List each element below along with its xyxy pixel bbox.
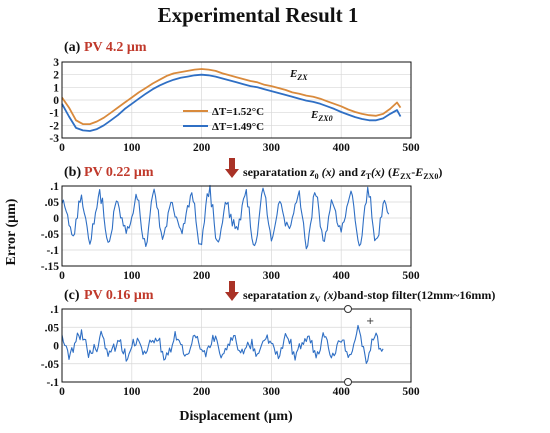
panel-c-ytick: -.05	[41, 359, 59, 371]
legend-entry-orange: ΔT=1.52°C	[212, 106, 264, 118]
panel-c-xtick: 100	[123, 386, 141, 398]
panel-b-arrow	[225, 158, 239, 178]
panel-c-ticks: 0 100 200 300 400 500 .1 .05 0 -.05 -.1	[41, 304, 420, 398]
panel-b-annotation: separatation z0 (x) and zT(x) (EZX-EZX0)	[243, 165, 442, 181]
panel-a-series-1	[61, 73, 402, 132]
x-axis-label: Displacement (μm)	[179, 409, 293, 424]
marker-circle-bottom	[344, 378, 352, 386]
panel-b-xtick: 300	[263, 270, 281, 282]
panel-c-ytick: -.1	[47, 377, 60, 389]
panel-b-xtick: 100	[123, 270, 141, 282]
panel-b-ytick: -.1	[47, 245, 60, 257]
panel-c-plot	[61, 324, 384, 364]
panel-b-label: (b)	[64, 165, 81, 180]
y-axis-label: Error (μm)	[4, 198, 19, 265]
panel-b-series-0	[61, 184, 390, 250]
curve-label-ezx0: EZX0	[310, 109, 333, 123]
curve-label-ezx: EZX	[289, 68, 308, 82]
panel-a-ytick: -2	[49, 120, 59, 132]
panel-c-xtick: 400	[333, 386, 351, 398]
panel-a-ytick: 2	[53, 70, 59, 82]
panel-a-frame	[61, 61, 412, 139]
panel-b-ytick: -.05	[41, 229, 59, 241]
panel-c-ytick: .05	[45, 322, 60, 334]
panel-b-ytick: .05	[45, 197, 60, 209]
panel-a-xtick: 400	[333, 142, 351, 154]
panel-a-ytick: -1	[49, 108, 59, 120]
panel-b: (b) PV 0.22 μm separatation z0 (x) and z…	[41, 158, 442, 282]
panel-a-plot	[61, 68, 402, 132]
panel-b-plot	[61, 184, 390, 250]
panel-a-xtick: 0	[59, 142, 65, 154]
panel-a: (a) PV 4.2 μm 0 100 200 300 400 5003210-1-2-3…	[49, 40, 419, 154]
panel-a-xtick: 300	[263, 142, 281, 154]
panel-a-pv: PV 4.2 μm	[84, 40, 147, 55]
panel-b-pv: PV 0.22 μm	[84, 165, 154, 180]
panel-c: (c) PV 0.16 μm separatation zV (x)band-s…	[41, 281, 495, 398]
panel-c-arrow	[225, 281, 239, 301]
panel-c-frame	[61, 308, 412, 383]
panel-b-ticks: 0 100 200 300 400 500 .1 .05 0 -.05 -.1 -.15	[41, 181, 420, 282]
panel-c-xtick: 300	[263, 386, 281, 398]
panel-a-xtick: 100	[123, 142, 141, 154]
panel-b-ytick: .1	[50, 181, 59, 193]
panel-c-series-0	[61, 324, 384, 364]
panel-a-series-0	[61, 68, 402, 125]
marker-circle-top	[344, 305, 352, 313]
panel-b-frame	[61, 185, 412, 267]
panel-c-xtick: 500	[402, 386, 420, 398]
panel-c-xtick: 200	[193, 386, 211, 398]
panel-c-ytick: .1	[50, 304, 59, 316]
panel-b-ytick: -.15	[41, 261, 59, 273]
legend-entry-blue: ΔT=1.49°C	[212, 121, 264, 133]
panel-a-ytick: -3	[49, 133, 59, 145]
marker-plus: +	[366, 316, 374, 327]
panel-b-xtick: 400	[333, 270, 351, 282]
panel-b-xtick: 500	[402, 270, 420, 282]
panel-c-xtick: 0	[59, 386, 65, 398]
panel-a-xtick: 500	[402, 142, 420, 154]
panel-a-ytick: 0	[53, 95, 59, 107]
panel-b-ytick: 0	[53, 213, 59, 225]
panel-a-label: (a)	[64, 40, 81, 55]
panel-b-xtick: 200	[193, 270, 211, 282]
figure-title: Experimental Result 1	[158, 3, 359, 27]
panel-b-grid	[61, 185, 412, 267]
panel-c-pv: PV 0.16 μm	[84, 288, 154, 303]
panel-a-xtick: 200	[193, 142, 211, 154]
panel-a-ytick: 3	[53, 57, 59, 69]
panel-c-ytick: 0	[53, 341, 59, 353]
panel-a-ytick: 1	[53, 82, 59, 94]
panel-c-label: (c)	[64, 288, 80, 303]
panel-c-annotation: separatation zV (x)band-stop filter(12mm…	[243, 288, 495, 304]
panel-b-xtick: 0	[59, 270, 65, 282]
